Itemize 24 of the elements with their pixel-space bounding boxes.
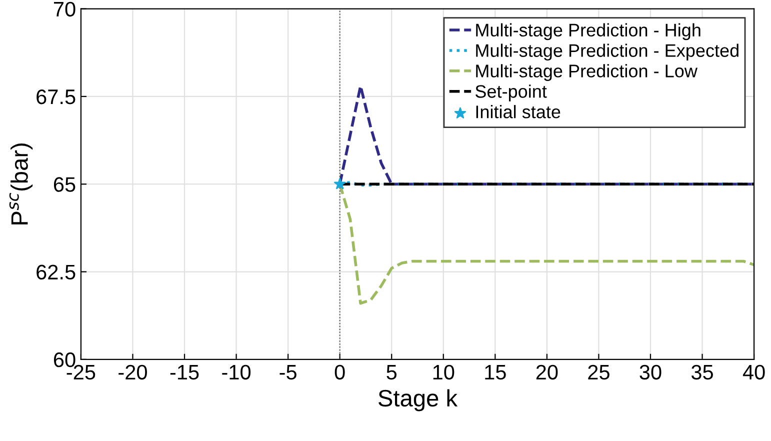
x-tick-label: -10 bbox=[222, 364, 251, 380]
x-axis-title: Stage k bbox=[378, 389, 458, 412]
x-tick-label: 15 bbox=[485, 365, 506, 380]
x-tick-label: 40 bbox=[742, 364, 765, 380]
legend-label: Initial state bbox=[476, 105, 560, 118]
y-axis-title: P$^{sc}$(bar) bbox=[9, 144, 33, 224]
x-tick-label: -5 bbox=[280, 365, 296, 380]
x-tick-label: 0 bbox=[334, 364, 345, 380]
x-tick-label: 5 bbox=[386, 365, 397, 380]
x-tick-label: 25 bbox=[588, 364, 610, 380]
legend-label: Multi-stage Prediction - High bbox=[476, 23, 700, 40]
x-tick-label: -15 bbox=[170, 365, 199, 380]
y-tick-label: 70 bbox=[54, 2, 76, 17]
x-tick-label: 20 bbox=[536, 364, 558, 380]
legend-label: Multi-stage Prediction - Low bbox=[476, 64, 698, 81]
x-tick-label: 35 bbox=[691, 364, 713, 380]
legend-label: Set-point bbox=[475, 84, 547, 102]
y-tick-label: 62.5 bbox=[36, 264, 76, 280]
legend-label: Multi-stage Prediction - Expected bbox=[476, 44, 738, 61]
x-tick-label: 10 bbox=[433, 364, 454, 380]
y-tick-label: 67.5 bbox=[36, 89, 76, 104]
y-tick-label: 65 bbox=[54, 177, 76, 192]
x-tick-label: 30 bbox=[640, 364, 662, 380]
x-tick-label: -20 bbox=[118, 364, 147, 380]
